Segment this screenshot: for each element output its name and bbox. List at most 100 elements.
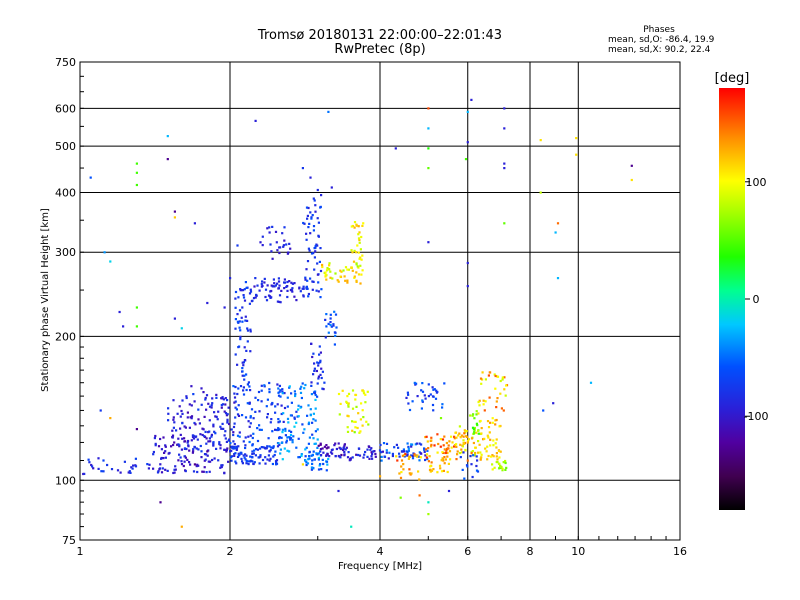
data-point [200,403,203,406]
data-point [277,394,281,397]
data-point [307,458,310,461]
data-point [368,457,371,460]
data-point [131,467,134,470]
data-point [403,455,406,458]
data-point [475,455,478,458]
data-point [244,453,247,456]
data-point [234,416,237,419]
data-point [283,287,286,290]
data-point [424,454,427,457]
data-point [361,269,364,272]
data-point [317,377,320,380]
data-point [253,461,256,464]
data-point [402,448,405,451]
data-point [442,459,445,462]
data-point [418,494,421,497]
data-point [398,452,401,455]
data-point [235,445,238,448]
data-point [301,167,304,170]
data-point [427,107,430,110]
data-point [313,442,316,445]
data-point [504,461,507,465]
data-point [130,466,133,469]
data-point [283,239,286,242]
data-point [470,437,474,440]
data-point [246,383,249,386]
data-point [500,465,503,469]
data-point [261,284,264,287]
data-point [324,271,327,274]
data-point [208,430,211,433]
data-point [485,450,488,453]
data-point [464,435,468,438]
data-point [159,463,162,466]
data-point [190,404,193,407]
data-point [423,450,426,453]
data-point [260,389,263,392]
data-point [439,438,442,441]
data-point [273,282,276,285]
data-point [274,230,278,233]
data-point [160,457,163,460]
data-point [461,445,464,448]
data-point [325,278,328,281]
data-point [274,450,277,453]
data-point [171,429,174,432]
data-point [312,437,315,440]
data-point [406,391,409,394]
data-point [447,444,450,447]
data-point [351,456,354,459]
data-point [314,398,317,401]
data-point [323,381,326,384]
data-point [498,462,501,465]
data-point [325,460,329,463]
data-point [234,297,237,300]
data-point [249,288,252,291]
data-point [353,226,356,229]
data-point [179,433,182,436]
data-point [492,444,495,447]
data-point [308,457,311,460]
data-point [417,455,420,458]
data-point [435,389,438,392]
data-point [276,249,279,252]
data-point [488,396,491,399]
data-point [362,390,365,393]
data-point [353,249,356,252]
data-point [478,443,481,446]
data-point [357,233,360,236]
data-point [270,289,273,293]
data-point [195,465,198,468]
data-point [272,445,275,448]
data-point [205,453,208,456]
data-point [242,393,246,396]
data-point [281,431,284,434]
data-point [249,328,252,331]
data-point [192,450,195,453]
data-point [258,410,261,413]
data-point [475,469,479,472]
data-point [135,183,138,187]
data-point [266,416,269,419]
data-point [190,385,193,388]
data-point [197,408,200,411]
data-point [277,421,280,424]
data-point [203,415,206,418]
data-point [166,158,169,161]
data-point [249,330,252,333]
data-point [241,414,244,417]
data-point [359,264,362,267]
data-point [305,463,308,467]
data-point [243,346,246,349]
data-point [494,387,497,390]
data-point [97,467,100,470]
data-point [357,453,360,457]
data-point [281,388,284,391]
data-point [430,439,433,442]
data-point [333,331,336,334]
data-point [326,267,329,270]
data-point [217,410,220,413]
data-point [286,289,289,292]
y-tick-label: 400 [55,186,76,199]
data-point [278,284,281,287]
